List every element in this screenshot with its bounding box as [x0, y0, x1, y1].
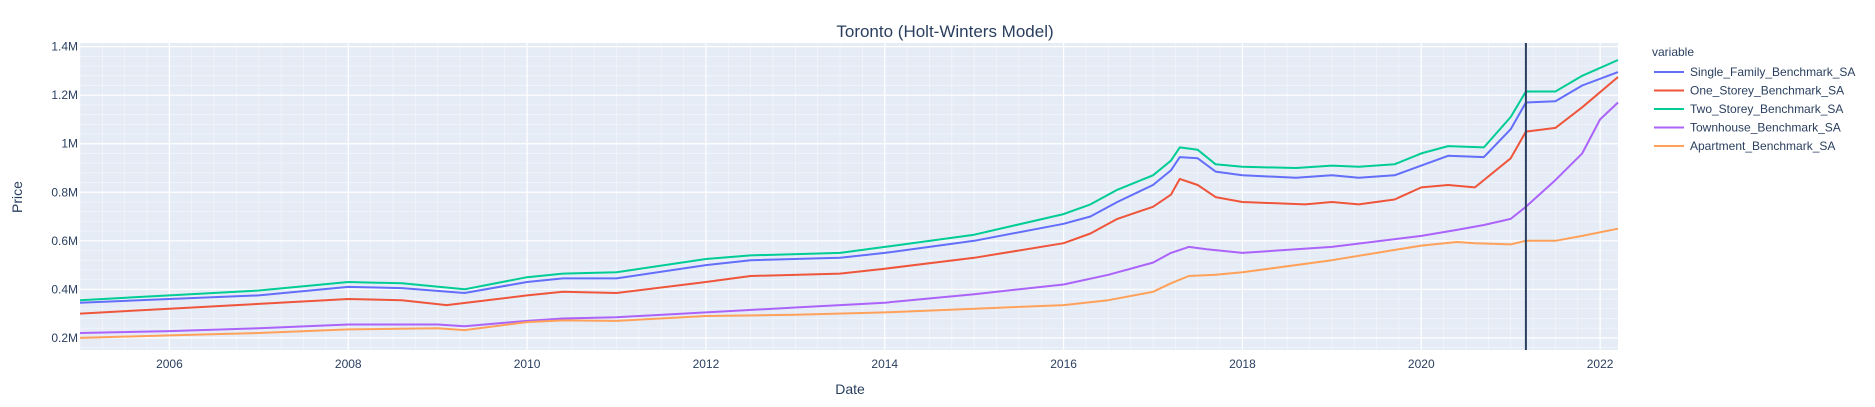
legend-label: Townhouse_Benchmark_SA — [1690, 121, 1841, 135]
y-axis-label: Price — [9, 181, 25, 213]
series-line-townhouse-benchmark-sa[interactable] — [79, 101, 1619, 334]
x-tick-label: 2016 — [1050, 357, 1077, 371]
x-axis-label: Date — [835, 381, 865, 397]
x-tick-label: 2012 — [693, 357, 720, 371]
series-line-one-storey-benchmark-sa[interactable] — [79, 76, 1619, 315]
legend-label: One_Storey_Benchmark_SA — [1690, 84, 1844, 98]
series-line-apartment-benchmark-sa[interactable] — [79, 227, 1619, 339]
x-tick-label: 2008 — [335, 357, 362, 371]
legend-item[interactable]: Townhouse_Benchmark_SA — [1654, 121, 1841, 135]
legend-label: Single_Family_Benchmark_SA — [1690, 65, 1855, 79]
legend-items[interactable]: Single_Family_Benchmark_SA One_Storey_Ben… — [1654, 65, 1855, 153]
y-tick-label: 0.8M — [51, 185, 78, 199]
y-tick-label: 1.2M — [51, 88, 78, 102]
legend-item[interactable]: Single_Family_Benchmark_SA — [1654, 65, 1855, 79]
legend[interactable]: variable Single_Family_Benchmark_SA One_S… — [1652, 45, 1855, 153]
x-tick-label: 2014 — [871, 357, 898, 371]
legend-item[interactable]: Two_Storey_Benchmark_SA — [1654, 102, 1843, 116]
y-tick-label: 0.6M — [51, 234, 78, 248]
legend-item[interactable]: One_Storey_Benchmark_SA — [1654, 84, 1844, 98]
series-line-single-family-benchmark-sa[interactable] — [79, 71, 1619, 304]
legend-label: Apartment_Benchmark_SA — [1690, 139, 1835, 153]
x-tick-label: 2022 — [1587, 357, 1614, 371]
y-tick-label: 1M — [61, 137, 78, 151]
x-axis-ticks: 2006 2008 2010 2012 2014 2016 2018 2020 2022 — [156, 357, 1614, 371]
legend-item[interactable]: Apartment_Benchmark_SA — [1654, 139, 1835, 153]
y-tick-label: 1.4M — [51, 40, 78, 54]
chart-title: Toronto (Holt-Winters Model) — [836, 22, 1053, 41]
x-tick-label: 2006 — [156, 357, 183, 371]
y-tick-label: 0.4M — [51, 282, 78, 296]
legend-label: Two_Storey_Benchmark_SA — [1690, 102, 1843, 116]
x-tick-label: 2018 — [1229, 357, 1256, 371]
y-axis-ticks: 0.2M 0.4M 0.6M 0.8M 1M 1.2M 1.4M — [51, 40, 78, 345]
x-tick-label: 2010 — [514, 357, 541, 371]
major-gridlines — [80, 43, 1618, 350]
legend-title: variable — [1652, 45, 1694, 59]
x-tick-label: 2020 — [1408, 357, 1435, 371]
series-lines — [79, 59, 1619, 339]
series-line-two-storey-benchmark-sa[interactable] — [79, 59, 1619, 302]
y-tick-label: 0.2M — [51, 331, 78, 345]
